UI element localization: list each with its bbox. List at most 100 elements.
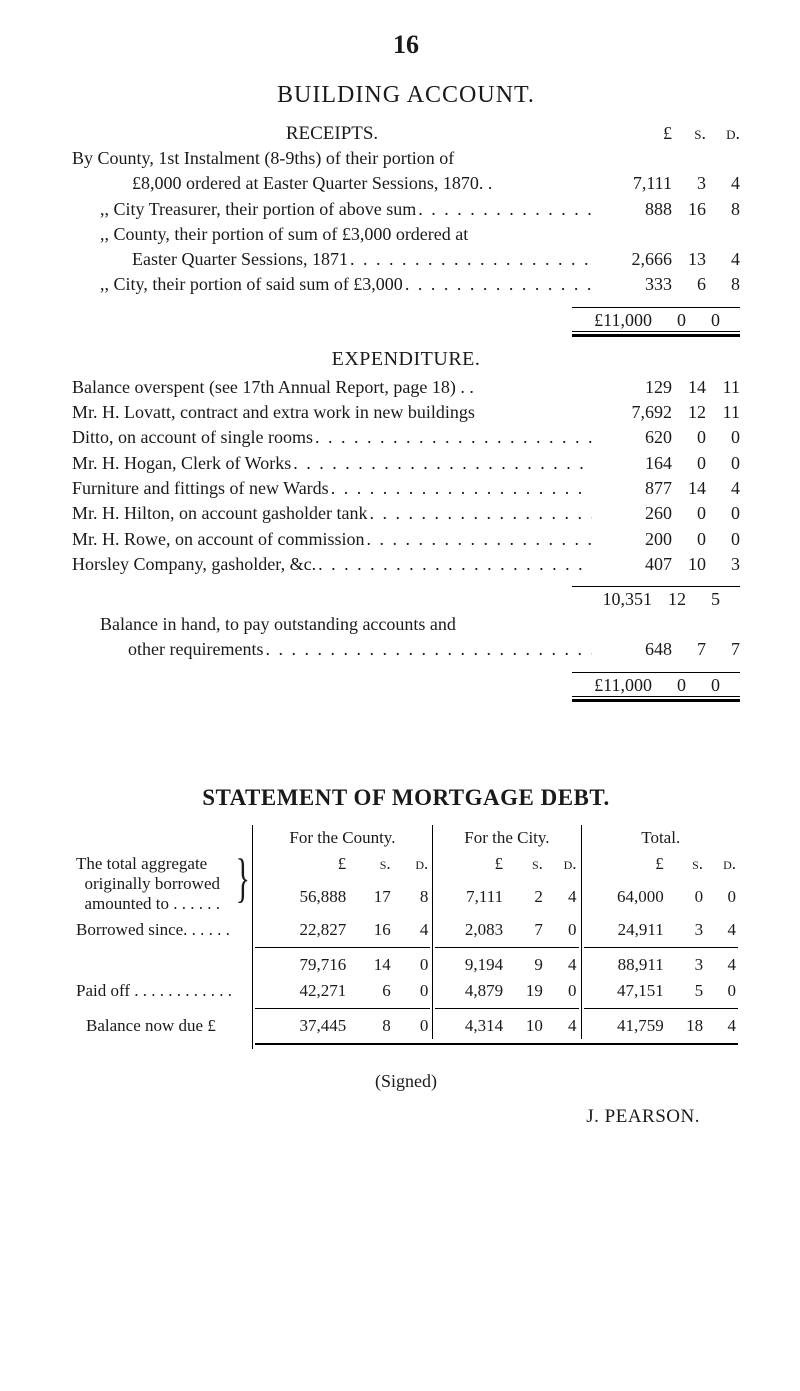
- lsd-d: d.: [707, 851, 740, 884]
- cell: 0: [547, 978, 581, 1004]
- cell: 3: [668, 917, 707, 943]
- receipt-desc: ,, County, their portion of sum of £3,00…: [72, 222, 740, 246]
- amt-s: 10: [672, 552, 706, 576]
- cell: 17: [350, 884, 394, 917]
- cell: 0: [395, 978, 433, 1004]
- borrowed-since-label: Borrowed since. . . . . .: [72, 917, 252, 943]
- receipt-desc: ,, City, their portion of said sum of £3…: [72, 272, 592, 296]
- amt-l: 260: [592, 501, 672, 525]
- amt-l: 200: [592, 527, 672, 551]
- aggregate-l1: The total aggregate: [76, 854, 207, 873]
- amt-s: 13: [672, 247, 706, 271]
- amt-s: 14: [672, 375, 706, 399]
- lsd-s: s.: [350, 851, 394, 884]
- cell: 6: [350, 978, 394, 1004]
- exp-subtotal-s: 12: [652, 589, 686, 610]
- amt-s: 0: [672, 451, 706, 475]
- receipts-total-s: 0: [652, 310, 686, 331]
- cell: 4,314: [433, 1013, 507, 1039]
- exp-subtotal-d: 5: [686, 589, 720, 610]
- cell: 4: [547, 1013, 581, 1039]
- brace-icon: }: [235, 851, 249, 917]
- exp-desc: Mr. H. Hilton, on account gasholder tank: [72, 501, 592, 525]
- paid-off-label: Paid off . . . . . . . . . . . .: [72, 978, 252, 1004]
- cell: 37,445: [252, 1013, 350, 1039]
- signature: J. PEARSON.: [72, 1106, 740, 1128]
- col-city: For the City.: [433, 825, 581, 851]
- exp-total-s: 0: [652, 675, 686, 696]
- col-l: £: [592, 123, 672, 145]
- cell: 4: [395, 917, 433, 943]
- balance-desc: Balance in hand, to pay outstanding acco…: [72, 612, 740, 636]
- amt-l: 129: [592, 375, 672, 399]
- exp-desc: Mr. H. Rowe, on account of commission: [72, 527, 592, 551]
- amt-d: 0: [706, 451, 740, 475]
- cell: 4: [547, 952, 581, 978]
- amt-s: 12: [672, 400, 706, 424]
- cell: 2: [507, 884, 547, 917]
- lsd-d: d.: [395, 851, 433, 884]
- receipts-heading: RECEIPTS.: [232, 123, 432, 145]
- lsd-s: s.: [507, 851, 547, 884]
- exp-desc: Ditto, on account of single rooms: [72, 425, 592, 449]
- col-d: d.: [706, 123, 740, 145]
- amt-d: 8: [706, 197, 740, 221]
- amt-l: 2,666: [592, 247, 672, 271]
- expenditure-heading: EXPENDITURE.: [72, 348, 740, 371]
- lsd-l: £: [433, 851, 507, 884]
- cell: 24,911: [581, 917, 668, 943]
- lsd-l: £: [581, 851, 668, 884]
- cell: 14: [350, 952, 394, 978]
- cell: 22,827: [252, 917, 350, 943]
- receipt-desc: Easter Quarter Sessions, 1871: [72, 247, 592, 271]
- cell: 4,879: [433, 978, 507, 1004]
- amt-d: 4: [706, 476, 740, 500]
- receipt-desc: £8,000 ordered at Easter Quarter Session…: [72, 171, 592, 195]
- cell: 19: [507, 978, 547, 1004]
- amt-s: 7: [672, 637, 706, 661]
- cell: 0: [707, 884, 740, 917]
- cell: 4: [707, 952, 740, 978]
- cell: 47,151: [581, 978, 668, 1004]
- cell: 56,888: [252, 884, 350, 917]
- receipt-desc: ,, City Treasurer, their portion of abov…: [72, 197, 592, 221]
- cell: 0: [707, 978, 740, 1004]
- amt-d: 11: [706, 375, 740, 399]
- amt-d: 4: [706, 247, 740, 271]
- amt-l: 620: [592, 425, 672, 449]
- exp-desc: Mr. H. Lovatt, contract and extra work i…: [72, 400, 592, 424]
- amt-l: 333: [592, 272, 672, 296]
- lsd-s: s.: [668, 851, 707, 884]
- amt-s: 16: [672, 197, 706, 221]
- receipts-total-d: 0: [686, 310, 720, 331]
- cell: 0: [395, 952, 433, 978]
- exp-desc: Furniture and fittings of new Wards: [72, 476, 592, 500]
- signed-label: (Signed): [72, 1071, 740, 1092]
- balance-desc: other requirements: [72, 637, 592, 661]
- lsd-d: d.: [547, 851, 581, 884]
- cell: 79,716: [252, 952, 350, 978]
- cell: 4: [707, 1013, 740, 1039]
- col-county: For the County.: [252, 825, 433, 851]
- cell: 64,000: [581, 884, 668, 917]
- amt-d: 0: [706, 425, 740, 449]
- aggregate-l3: amounted to . . . . . .: [85, 894, 221, 913]
- cell: 0: [547, 917, 581, 943]
- cell: 8: [395, 884, 433, 917]
- cell: 88,911: [581, 952, 668, 978]
- cell: 4: [707, 917, 740, 943]
- cell: 3: [668, 952, 707, 978]
- cell: 5: [668, 978, 707, 1004]
- exp-total-d: 0: [686, 675, 720, 696]
- amt-d: 3: [706, 552, 740, 576]
- amt-d: 4: [706, 171, 740, 195]
- amt-l: 407: [592, 552, 672, 576]
- cell: 42,271: [252, 978, 350, 1004]
- cell: 9,194: [433, 952, 507, 978]
- amt-s: 0: [672, 527, 706, 551]
- amt-d: 8: [706, 272, 740, 296]
- balance-due-label: Balance now due £: [72, 1013, 252, 1039]
- amt-d: 11: [706, 400, 740, 424]
- amt-l: 7,111: [592, 171, 672, 195]
- cell: 7: [507, 917, 547, 943]
